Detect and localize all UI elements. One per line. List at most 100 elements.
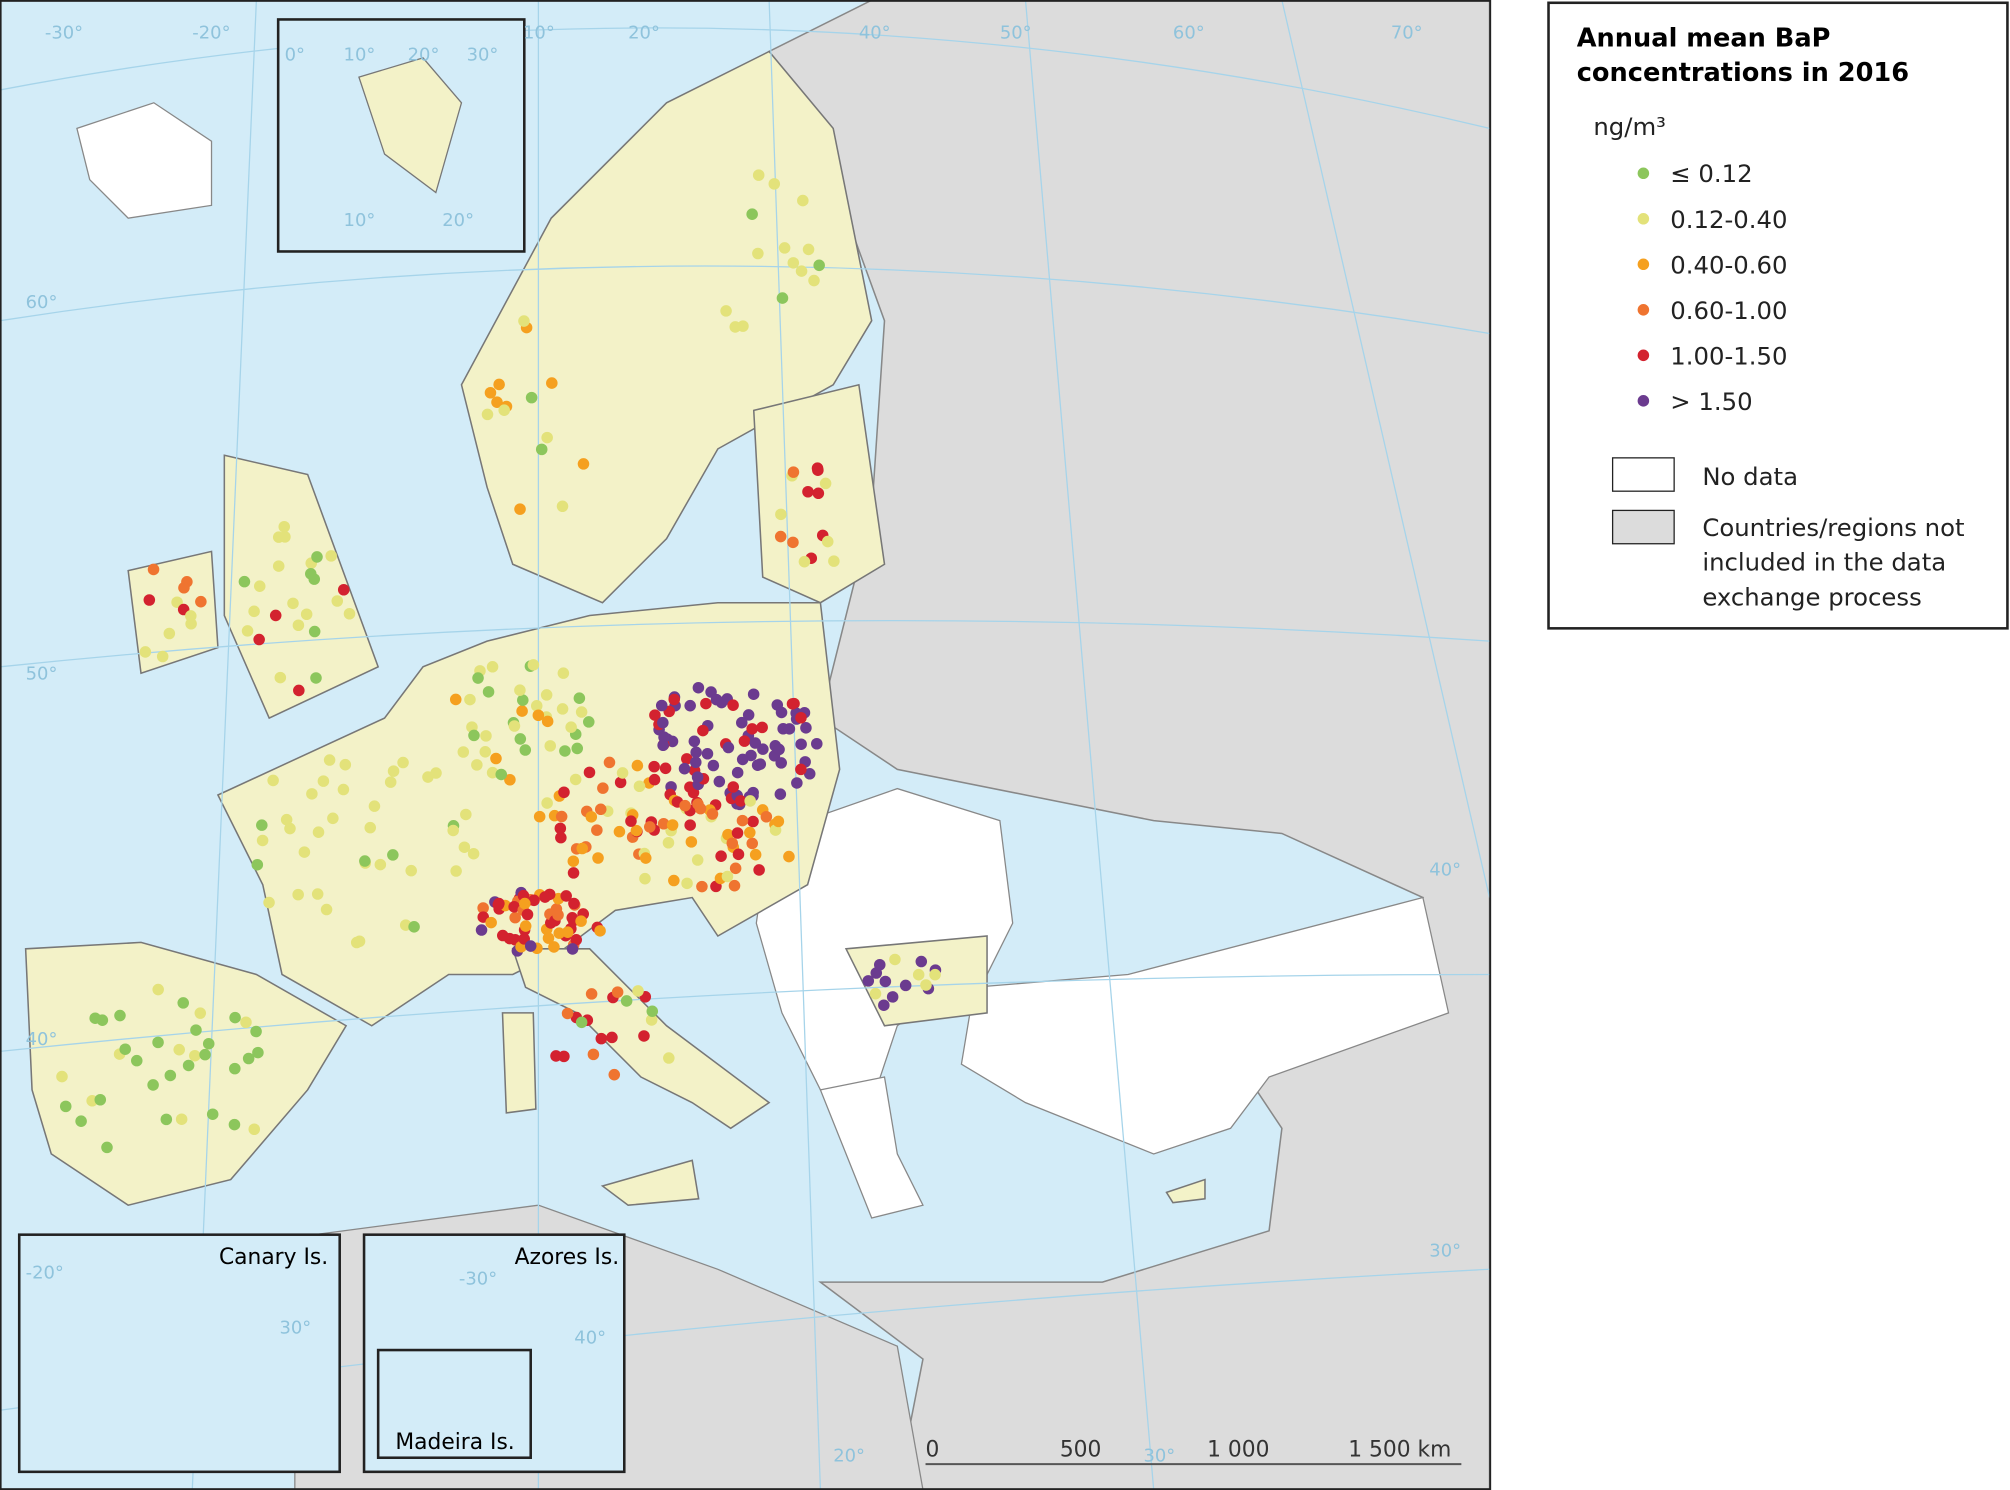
station-dot bbox=[797, 194, 809, 207]
station-dot bbox=[229, 1062, 241, 1075]
station-dot bbox=[535, 443, 548, 456]
black-sea bbox=[987, 827, 1295, 969]
station-dot bbox=[486, 661, 499, 673]
station-dot bbox=[422, 771, 434, 783]
station-dot bbox=[555, 810, 568, 823]
station-dot bbox=[317, 775, 330, 787]
station-dot bbox=[657, 739, 669, 752]
station-dot bbox=[597, 782, 609, 794]
station-dot bbox=[552, 909, 564, 921]
graticule-label: 20° bbox=[833, 1446, 865, 1467]
station-dot bbox=[163, 627, 176, 640]
station-dot bbox=[587, 1048, 600, 1061]
station-dot bbox=[692, 681, 705, 694]
graticule-line bbox=[1281, 0, 1491, 898]
legend-label: 0.12-0.40 bbox=[1670, 205, 1787, 234]
station-dot bbox=[666, 819, 679, 831]
station-dot bbox=[657, 817, 670, 830]
graticule-label: 20° bbox=[408, 44, 440, 65]
station-dot bbox=[746, 837, 759, 850]
station-dot bbox=[756, 721, 768, 734]
station-dot bbox=[278, 520, 291, 533]
graticule-label: 20° bbox=[442, 210, 474, 231]
graticule-label: -20° bbox=[26, 1262, 64, 1283]
station-dot bbox=[878, 999, 890, 1011]
legend-label: 0.40-0.60 bbox=[1670, 250, 1787, 279]
station-dot bbox=[802, 485, 814, 498]
station-dot bbox=[556, 703, 569, 715]
station-dot bbox=[263, 896, 275, 909]
graticule-label: 50° bbox=[1000, 23, 1032, 44]
station-dot bbox=[707, 759, 720, 772]
station-dot bbox=[747, 688, 760, 700]
station-dot bbox=[569, 773, 582, 786]
station-dot bbox=[195, 595, 207, 608]
station-dot bbox=[519, 920, 532, 932]
station-dot bbox=[343, 607, 356, 620]
station-dot bbox=[457, 746, 470, 758]
station-dot bbox=[749, 737, 762, 749]
station-dot bbox=[575, 915, 587, 927]
station-dot bbox=[873, 958, 886, 971]
station-dot bbox=[114, 1009, 126, 1022]
station-dot bbox=[553, 927, 566, 939]
station-dot bbox=[559, 745, 571, 757]
station-dot bbox=[700, 697, 712, 710]
station-dot bbox=[206, 1108, 219, 1120]
station-dot bbox=[625, 815, 637, 827]
station-dot bbox=[631, 759, 644, 772]
inset-label: Azores Is. bbox=[515, 1245, 620, 1270]
station-dot bbox=[548, 941, 560, 953]
graticule-label: 10° bbox=[344, 210, 376, 231]
station-dot bbox=[541, 797, 553, 809]
station-dot bbox=[611, 986, 624, 998]
graticule-label: 10° bbox=[523, 23, 555, 44]
station-dot bbox=[89, 1012, 101, 1024]
station-dot bbox=[94, 1093, 107, 1106]
graticule-labels: -30° -20° 10° 20° 40° 50° 60° 70° 60° 50° 40° 40° 30… bbox=[26, 23, 1461, 1467]
station-dot bbox=[731, 827, 744, 839]
station-dot bbox=[787, 536, 799, 549]
station-dot bbox=[491, 396, 503, 408]
station-dot bbox=[532, 709, 545, 722]
station-dot bbox=[450, 865, 462, 877]
station-dot bbox=[364, 821, 377, 834]
station-dot bbox=[539, 891, 551, 903]
scale-label: 0 bbox=[926, 1437, 940, 1462]
station-dot bbox=[663, 1052, 675, 1064]
station-dot bbox=[147, 563, 160, 576]
station-dot bbox=[567, 855, 580, 867]
station-dot bbox=[620, 995, 633, 1007]
graticule-label: 30° bbox=[279, 1317, 311, 1338]
station-dot bbox=[337, 583, 350, 596]
station-dot bbox=[692, 798, 704, 810]
legend-label: Countries/regions not bbox=[1702, 513, 1964, 542]
station-dot bbox=[509, 911, 521, 924]
station-dot bbox=[752, 169, 765, 181]
graticule-label: 70° bbox=[1391, 23, 1423, 44]
uk bbox=[223, 454, 380, 720]
station-dot bbox=[408, 921, 420, 933]
station-dot bbox=[56, 1070, 68, 1083]
svalbard bbox=[358, 57, 463, 194]
station-dot bbox=[374, 858, 387, 871]
station-dot bbox=[267, 774, 279, 787]
stations bbox=[56, 169, 942, 1154]
station-dot bbox=[690, 756, 702, 769]
station-dot bbox=[912, 968, 925, 981]
station-dot bbox=[495, 768, 508, 781]
station-dot bbox=[791, 777, 803, 789]
station-dot bbox=[787, 466, 800, 478]
station-dot bbox=[238, 575, 251, 588]
station-dot bbox=[681, 877, 693, 890]
cyprus bbox=[1165, 1178, 1206, 1204]
station-dot bbox=[256, 834, 269, 847]
station-dot bbox=[668, 693, 681, 706]
graticule-label: 40° bbox=[26, 1029, 58, 1050]
no-data-region bbox=[960, 896, 1450, 1155]
station-dot bbox=[752, 247, 764, 260]
scale-label: 1 000 bbox=[1207, 1437, 1269, 1462]
station-dot bbox=[479, 746, 492, 758]
station-dot bbox=[734, 795, 747, 807]
